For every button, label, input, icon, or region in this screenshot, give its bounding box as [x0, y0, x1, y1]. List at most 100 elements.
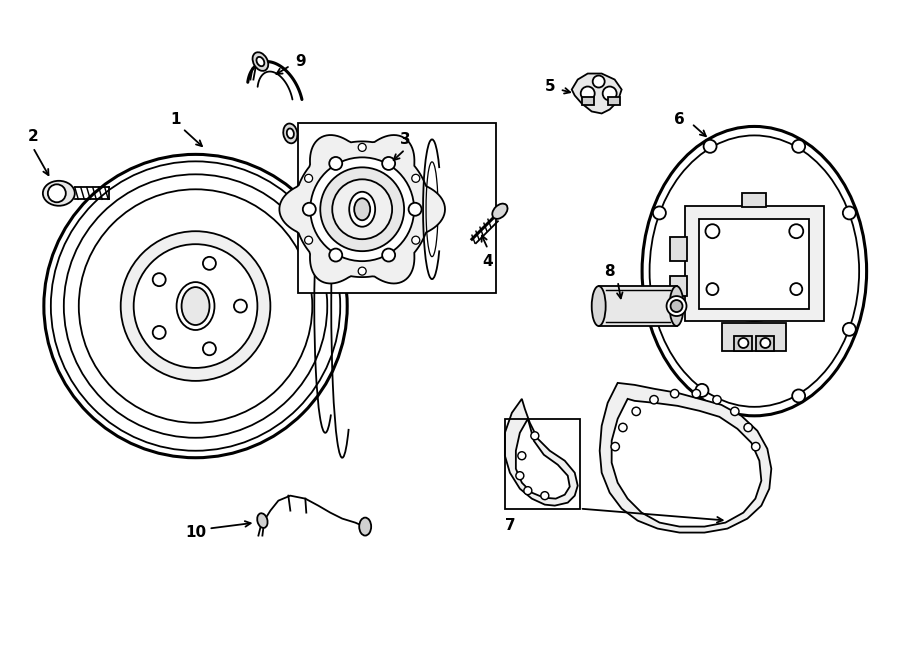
Circle shape	[696, 384, 708, 397]
Text: 1: 1	[170, 112, 181, 127]
Circle shape	[716, 233, 792, 309]
Circle shape	[358, 143, 366, 151]
Bar	[685, 206, 824, 321]
Ellipse shape	[591, 286, 606, 326]
Circle shape	[706, 283, 718, 295]
Circle shape	[234, 299, 247, 313]
Ellipse shape	[43, 181, 75, 206]
Circle shape	[842, 206, 856, 219]
Circle shape	[516, 472, 524, 480]
Bar	[670, 276, 688, 296]
Circle shape	[706, 224, 719, 238]
Bar	[598, 286, 677, 326]
Circle shape	[409, 203, 421, 215]
Circle shape	[713, 395, 721, 404]
Bar	[723, 323, 787, 351]
Circle shape	[652, 206, 666, 219]
Circle shape	[310, 157, 414, 261]
Circle shape	[593, 75, 605, 87]
Circle shape	[121, 231, 270, 381]
Circle shape	[524, 486, 532, 494]
Circle shape	[64, 175, 328, 438]
Circle shape	[760, 338, 770, 348]
Text: 5: 5	[544, 79, 555, 94]
Circle shape	[304, 175, 312, 182]
Bar	[505, 419, 580, 508]
Ellipse shape	[257, 513, 267, 528]
Circle shape	[738, 338, 749, 348]
Circle shape	[302, 203, 316, 215]
Ellipse shape	[176, 282, 214, 330]
Circle shape	[792, 140, 806, 153]
Text: 10: 10	[185, 525, 206, 540]
Circle shape	[603, 87, 616, 100]
Circle shape	[670, 300, 682, 312]
Circle shape	[752, 442, 760, 451]
Polygon shape	[516, 419, 570, 498]
Circle shape	[382, 249, 395, 262]
Bar	[581, 97, 594, 106]
Circle shape	[731, 407, 739, 416]
Circle shape	[618, 423, 627, 432]
Bar	[699, 219, 809, 309]
Circle shape	[50, 161, 340, 451]
Circle shape	[650, 395, 658, 404]
Circle shape	[329, 157, 342, 170]
Circle shape	[611, 442, 619, 451]
Polygon shape	[505, 399, 578, 506]
Circle shape	[79, 189, 312, 423]
Circle shape	[412, 175, 419, 182]
Bar	[298, 124, 496, 293]
Ellipse shape	[284, 124, 297, 143]
Ellipse shape	[182, 287, 210, 325]
Bar	[608, 97, 619, 106]
Circle shape	[134, 244, 257, 368]
Circle shape	[518, 451, 526, 460]
Circle shape	[202, 342, 216, 355]
Ellipse shape	[355, 198, 370, 220]
Circle shape	[704, 140, 716, 153]
Bar	[734, 336, 752, 351]
Circle shape	[44, 155, 347, 457]
Circle shape	[580, 87, 595, 100]
Text: 3: 3	[400, 132, 410, 147]
Circle shape	[153, 326, 166, 339]
Circle shape	[412, 236, 419, 244]
Circle shape	[790, 283, 802, 295]
Bar	[742, 193, 766, 208]
Ellipse shape	[670, 286, 683, 326]
Ellipse shape	[256, 57, 265, 66]
Circle shape	[650, 312, 662, 325]
Ellipse shape	[349, 192, 375, 227]
Circle shape	[329, 249, 342, 262]
Circle shape	[632, 407, 641, 416]
Text: 2: 2	[28, 129, 39, 144]
Polygon shape	[612, 399, 761, 527]
Ellipse shape	[650, 136, 860, 407]
Circle shape	[692, 389, 700, 398]
Ellipse shape	[253, 52, 268, 71]
Circle shape	[705, 221, 805, 321]
Polygon shape	[599, 383, 771, 533]
Circle shape	[670, 389, 679, 398]
Circle shape	[358, 267, 366, 275]
Text: 8: 8	[605, 264, 615, 279]
Circle shape	[320, 167, 404, 251]
Circle shape	[531, 432, 539, 440]
Text: 7: 7	[505, 518, 515, 533]
Circle shape	[842, 323, 856, 336]
Polygon shape	[572, 73, 622, 114]
Circle shape	[48, 184, 66, 202]
Polygon shape	[279, 135, 445, 284]
Circle shape	[667, 296, 687, 316]
Circle shape	[304, 236, 312, 244]
Text: 6: 6	[674, 112, 685, 127]
Circle shape	[789, 224, 804, 238]
Text: 4: 4	[482, 254, 493, 268]
Circle shape	[744, 423, 752, 432]
Bar	[756, 336, 774, 351]
Ellipse shape	[642, 126, 867, 416]
Circle shape	[541, 492, 549, 500]
Circle shape	[792, 389, 806, 403]
Circle shape	[153, 273, 166, 286]
